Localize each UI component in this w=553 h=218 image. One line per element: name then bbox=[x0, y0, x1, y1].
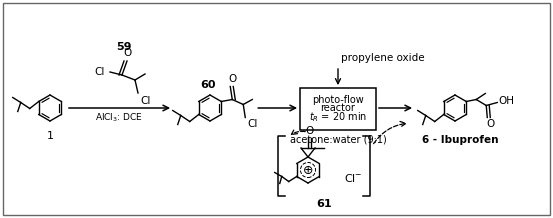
Text: Cl: Cl bbox=[247, 119, 258, 129]
Text: 60: 60 bbox=[200, 80, 216, 90]
FancyBboxPatch shape bbox=[3, 3, 550, 215]
Text: propylene oxide: propylene oxide bbox=[341, 53, 425, 63]
Text: O: O bbox=[486, 119, 494, 129]
Text: O: O bbox=[306, 126, 314, 136]
Text: O: O bbox=[124, 48, 132, 58]
Text: 59: 59 bbox=[116, 42, 132, 52]
Text: $t_R$ = 20 min: $t_R$ = 20 min bbox=[309, 110, 367, 124]
Text: reactor: reactor bbox=[321, 103, 356, 113]
Text: O: O bbox=[228, 73, 236, 83]
Text: photo-flow: photo-flow bbox=[312, 95, 364, 105]
Text: Cl: Cl bbox=[95, 67, 105, 77]
Text: acetone:water (9:1): acetone:water (9:1) bbox=[290, 134, 387, 144]
Text: 61: 61 bbox=[316, 199, 332, 209]
Bar bbox=[300, 88, 376, 130]
Text: 1: 1 bbox=[46, 131, 54, 141]
Text: Cl: Cl bbox=[140, 96, 150, 106]
Text: $\oplus$: $\oplus$ bbox=[302, 164, 314, 177]
Text: 6 - Ibuprofen: 6 - Ibuprofen bbox=[422, 135, 498, 145]
Text: AlCl$_3$: DCE: AlCl$_3$: DCE bbox=[95, 112, 143, 124]
Text: Cl$^{−}$: Cl$^{−}$ bbox=[344, 172, 362, 184]
Text: OH: OH bbox=[498, 97, 514, 107]
